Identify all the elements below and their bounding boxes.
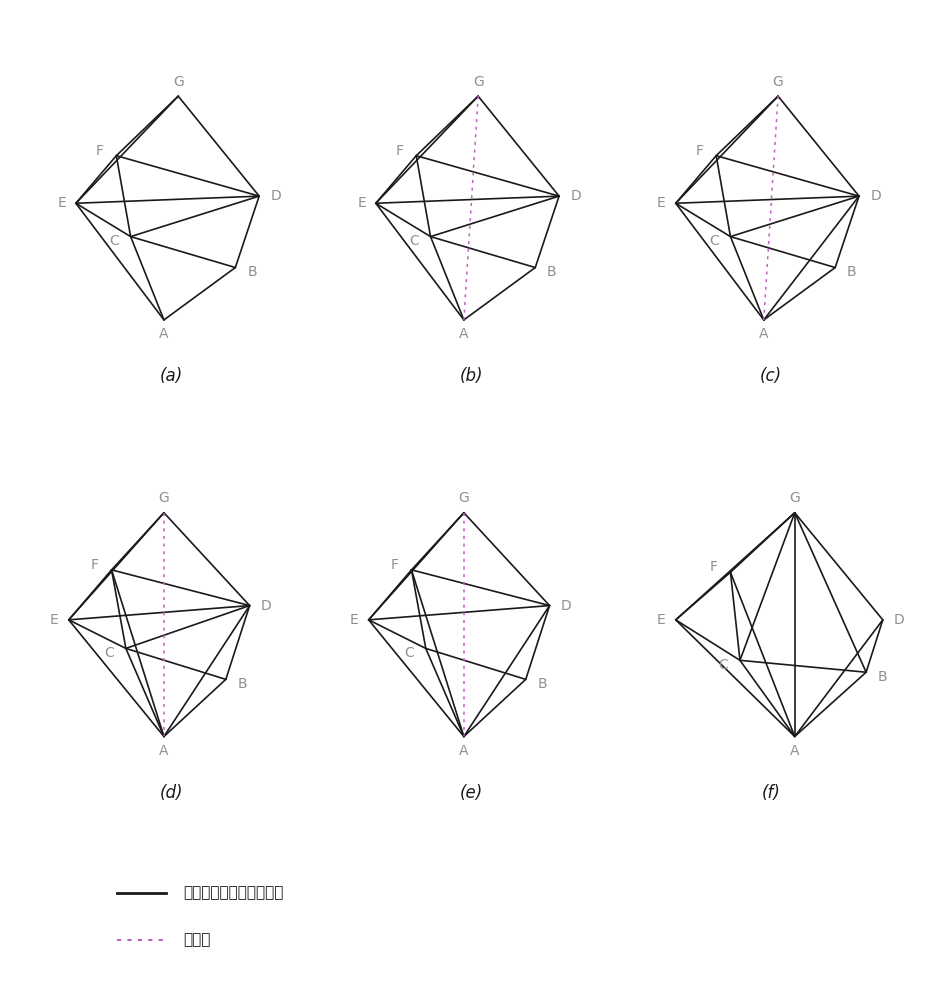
Text: 三角划分形成的三角形边: 三角划分形成的三角形边 <box>183 886 284 901</box>
Text: B: B <box>878 670 887 684</box>
Text: F: F <box>396 144 403 158</box>
Text: 约束边: 约束边 <box>183 933 211 948</box>
Text: D: D <box>570 189 581 203</box>
Text: D: D <box>270 189 282 203</box>
Text: D: D <box>894 613 905 627</box>
Text: (e): (e) <box>460 784 482 802</box>
Text: C: C <box>409 234 419 248</box>
Text: B: B <box>247 265 257 279</box>
Text: G: G <box>772 75 784 89</box>
Text: G: G <box>473 75 483 89</box>
Text: (f): (f) <box>761 784 780 802</box>
Text: E: E <box>658 196 666 210</box>
Text: E: E <box>50 613 58 627</box>
Text: C: C <box>109 234 119 248</box>
Text: G: G <box>172 75 184 89</box>
Text: F: F <box>709 560 718 574</box>
Text: (a): (a) <box>159 367 183 385</box>
Text: A: A <box>159 327 169 341</box>
Text: A: A <box>159 744 169 758</box>
Text: C: C <box>709 234 719 248</box>
Text: G: G <box>459 491 469 505</box>
Text: A: A <box>459 327 468 341</box>
Text: (b): (b) <box>460 367 482 385</box>
Text: C: C <box>404 646 414 660</box>
Text: B: B <box>547 265 557 279</box>
Text: F: F <box>391 558 398 572</box>
Text: G: G <box>789 491 800 505</box>
Text: E: E <box>57 196 66 210</box>
Text: F: F <box>91 558 99 572</box>
Text: F: F <box>96 144 104 158</box>
Text: A: A <box>759 327 769 341</box>
Text: A: A <box>459 744 468 758</box>
Text: B: B <box>538 677 547 691</box>
Text: F: F <box>695 144 704 158</box>
Text: G: G <box>158 491 170 505</box>
Text: B: B <box>237 677 248 691</box>
Text: E: E <box>350 613 359 627</box>
Text: D: D <box>261 599 271 613</box>
Text: (c): (c) <box>760 367 782 385</box>
Text: C: C <box>719 658 728 672</box>
Text: A: A <box>790 744 800 758</box>
Text: D: D <box>870 189 881 203</box>
Text: (d): (d) <box>159 784 183 802</box>
Text: E: E <box>357 196 365 210</box>
Text: B: B <box>847 265 856 279</box>
Text: D: D <box>560 599 572 613</box>
Text: C: C <box>105 646 114 660</box>
Text: E: E <box>658 613 666 627</box>
